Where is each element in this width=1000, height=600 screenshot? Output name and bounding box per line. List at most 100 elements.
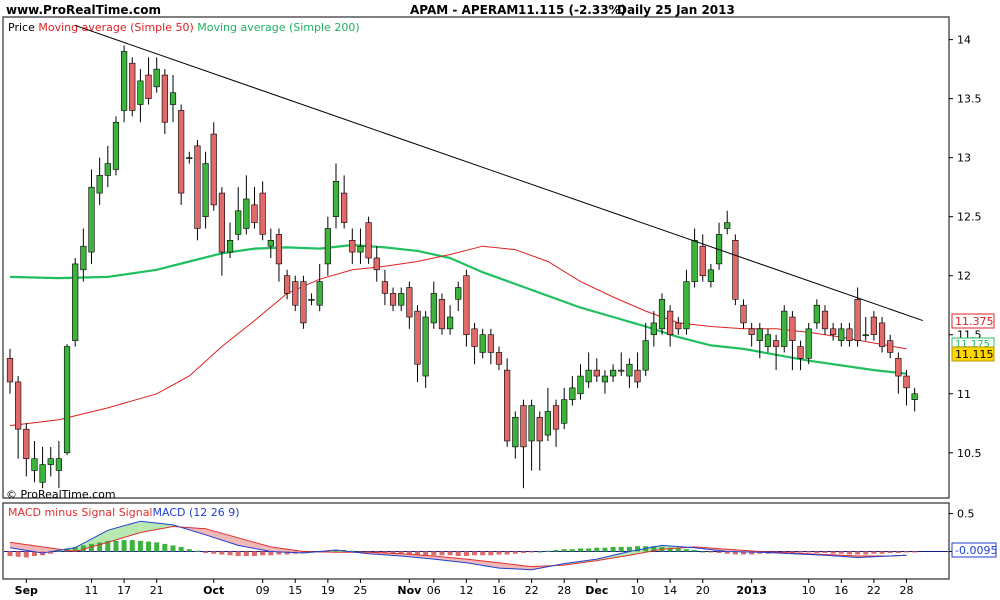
price-tick-label: 14 (957, 34, 971, 47)
macd-hist-bar (545, 550, 551, 552)
macd-hist-bar (23, 551, 29, 558)
candle-up (479, 334, 486, 353)
macd-hist-bar (716, 551, 722, 553)
candle-up (707, 269, 714, 282)
macd-hist-bar (276, 551, 282, 555)
macd-hist-bar (887, 551, 893, 553)
macd-hist-bar (561, 549, 567, 552)
candle-up (186, 157, 193, 159)
macd-hist-bar (219, 551, 225, 555)
candle-down (748, 328, 755, 336)
candle-down (699, 245, 706, 277)
candle-down (903, 375, 910, 389)
macd-signal-fill (401, 553, 434, 560)
macd-hist-bar (537, 551, 543, 553)
candle-down (145, 74, 152, 99)
macd-hist-bar (553, 549, 559, 552)
candle-up (112, 121, 120, 170)
macd-panel-frame (2, 502, 950, 580)
candle-up (642, 340, 649, 371)
macd-hist-bar (162, 543, 168, 552)
last-price-tag-box (951, 346, 995, 362)
macd-hist-bar (488, 551, 494, 556)
macd-hist-bar (186, 549, 192, 552)
macd-hist-bar (203, 551, 209, 553)
price-legend: Price Moving average (Simple 50) Moving … (8, 21, 360, 34)
candle-down (218, 192, 226, 253)
candle-down (593, 369, 600, 377)
macd-hist-bar (113, 540, 119, 552)
macd-hist-bar (651, 546, 657, 552)
date-tick-label: 14 (663, 584, 677, 597)
candle-up (650, 322, 657, 336)
macd-hist-bar (56, 550, 62, 552)
macd-hist-bar (227, 551, 233, 556)
macd-signal-fill (433, 556, 467, 563)
macd-hist-bar (72, 546, 78, 552)
price-tick-label: 11 (957, 388, 971, 401)
instrument-title: APAM - APERAM (410, 3, 519, 17)
date-axis: Sep 11 17 21 Oct 09 15 19 25 Nov 06 12 16 22 28 Dec 10 14… (15, 579, 914, 597)
trendline-group (75, 24, 923, 322)
macd-hist-bar (463, 551, 469, 557)
macd-hist-bar (472, 551, 478, 556)
macd-hist-bar (194, 550, 200, 552)
macd-hist-bar (97, 542, 103, 552)
macd-hist-bar (610, 546, 616, 552)
macd-hist-bar (121, 540, 127, 552)
candle-down (471, 328, 478, 347)
candle-down (23, 428, 30, 459)
candle-down (797, 346, 804, 359)
date-tick-label: 10 (802, 584, 816, 597)
candle-up (455, 287, 462, 300)
macd-hist-bar (512, 551, 518, 554)
candle-down (821, 310, 829, 330)
candle-down (349, 239, 356, 253)
macd-hist-bar (137, 540, 143, 552)
macd-hist-bar (675, 548, 681, 552)
macd-hist-bar (447, 551, 453, 556)
date-tick-label: 16 (834, 584, 848, 597)
candle-down (495, 352, 503, 365)
macd-hist-bar (170, 545, 176, 552)
macd-tick-label: 0.5 (957, 508, 975, 521)
macd-hist-bar (268, 551, 274, 556)
date-tick-label: 28 (900, 584, 914, 597)
date-tick-label: 09 (256, 584, 270, 597)
date-tick-label: Oct (203, 584, 224, 597)
macd-hist-bar (863, 551, 869, 555)
macd-signal-fill (466, 559, 499, 569)
macd-hist-bar (129, 540, 135, 552)
macd-signal-fill (10, 542, 43, 553)
candle-up (609, 369, 617, 377)
macd-hist-bar (789, 551, 795, 553)
signal-line (9, 525, 907, 568)
price-tick-label: 12 (957, 270, 971, 283)
candle-down (283, 275, 291, 294)
candle-up (528, 405, 535, 442)
candle-up (88, 186, 95, 253)
ma50-tag: 11.375 (955, 315, 994, 328)
macd-hist-bar (578, 548, 583, 552)
candle-down (341, 192, 348, 223)
candle-up (137, 80, 144, 105)
candle-up (63, 346, 71, 454)
macd-hist-bar (235, 551, 241, 557)
macd-hist-bar (879, 551, 885, 554)
candle-up (316, 281, 323, 306)
candle-up (805, 328, 812, 359)
macd-hist-bar (871, 551, 877, 554)
candle-up (838, 328, 845, 341)
candle-down (740, 304, 747, 324)
macd-hist-bar (15, 551, 21, 557)
value-tags: 11.375 11.175 11.115 -0.0095 (951, 313, 997, 558)
candle-up (324, 228, 331, 265)
legend-macd: MACD (12 26 9) (152, 506, 240, 519)
candle-down (15, 381, 22, 430)
candle-up (235, 210, 242, 235)
macd-hist-bar (300, 551, 306, 553)
candle-up (446, 316, 454, 330)
